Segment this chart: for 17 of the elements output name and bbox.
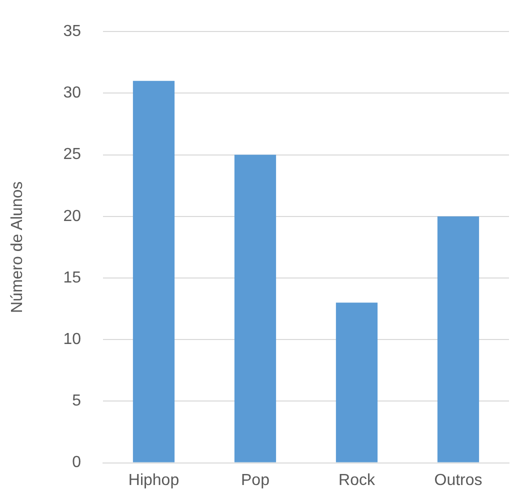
y-axis-title: Número de Alunos xyxy=(9,181,26,314)
y-tick-label: 10 xyxy=(63,331,82,348)
y-tick-label: 15 xyxy=(63,269,82,286)
x-tick-label: Outros xyxy=(434,472,482,489)
y-tick-label: 25 xyxy=(63,146,82,164)
x-tick-label: Hiphop xyxy=(128,472,180,489)
bar xyxy=(234,154,276,462)
x-tick-label: Pop xyxy=(241,472,270,489)
y-tick-label: 35 xyxy=(63,23,82,40)
y-tick-label: 5 xyxy=(72,392,82,410)
bar xyxy=(336,302,378,462)
y-tick-label: 30 xyxy=(63,84,82,102)
y-tick-label: 20 xyxy=(63,208,82,225)
y-tick-label: 0 xyxy=(72,454,82,472)
x-tick-label: Rock xyxy=(338,472,376,489)
bar xyxy=(132,80,175,462)
bar xyxy=(437,216,480,462)
